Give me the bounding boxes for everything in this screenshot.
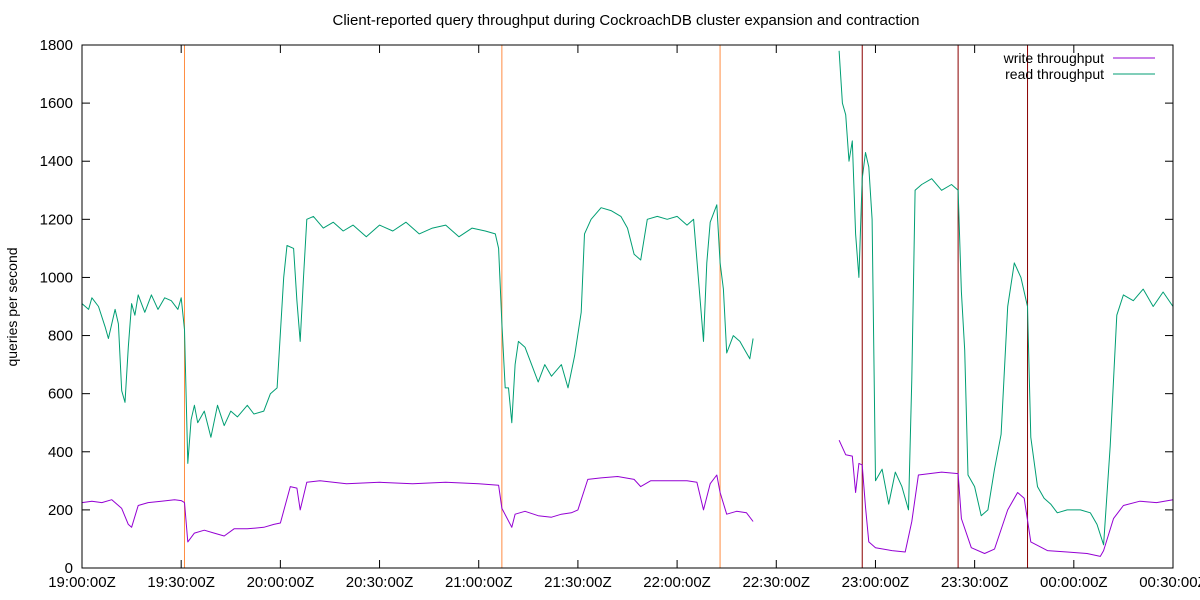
legend-label: write throughput — [1003, 50, 1105, 66]
x-tick-label: 20:30:00Z — [346, 574, 414, 591]
chart-title: Client-reported query throughput during … — [333, 12, 920, 29]
write-throughput-line — [838, 439, 1174, 557]
y-tick-label: 0 — [65, 560, 73, 577]
x-tick-label: 00:30:00Z — [1139, 574, 1200, 591]
y-tick-label: 800 — [48, 328, 73, 345]
read-throughput-line — [838, 50, 1174, 546]
y-tick-label: 1200 — [40, 211, 73, 228]
y-axis: 0 200 400 600 800 1000 1200 1400 1600 1800 — [40, 37, 1173, 577]
x-tick-label: 19:00:00Z — [48, 574, 116, 591]
x-tick-label: 21:30:00Z — [544, 574, 612, 591]
x-tick-label: 00:00:00Z — [1040, 574, 1108, 591]
x-tick-label: 22:30:00Z — [742, 574, 810, 591]
y-tick-label: 200 — [48, 502, 73, 519]
legend-label: read throughput — [1005, 66, 1104, 82]
y-tick-label: 600 — [48, 386, 73, 403]
plot-frame — [81, 44, 1174, 569]
y-tick-label: 400 — [48, 444, 73, 461]
read-throughput-line — [81, 204, 754, 464]
y-tick-label: 1000 — [40, 269, 73, 286]
event-markers — [183, 45, 1029, 568]
y-tick-label: 1600 — [40, 95, 73, 112]
y-axis-label: queries per second — [4, 247, 20, 366]
x-tick-label: 23:30:00Z — [941, 574, 1009, 591]
x-tick-label: 21:00:00Z — [445, 574, 513, 591]
x-tick-label: 19:30:00Z — [147, 574, 215, 591]
write-throughput-line — [81, 474, 754, 543]
series-layer — [81, 50, 1174, 557]
x-tick-label: 22:00:00Z — [643, 574, 711, 591]
x-tick-label: 20:00:00Z — [247, 574, 315, 591]
x-tick-label: 23:00:00Z — [842, 574, 910, 591]
y-tick-label: 1800 — [40, 37, 73, 54]
y-tick-label: 1400 — [40, 153, 73, 170]
x-axis: 19:00:00Z 19:30:00Z 20:00:00Z 20:30:00Z 21:0… — [48, 45, 1200, 591]
